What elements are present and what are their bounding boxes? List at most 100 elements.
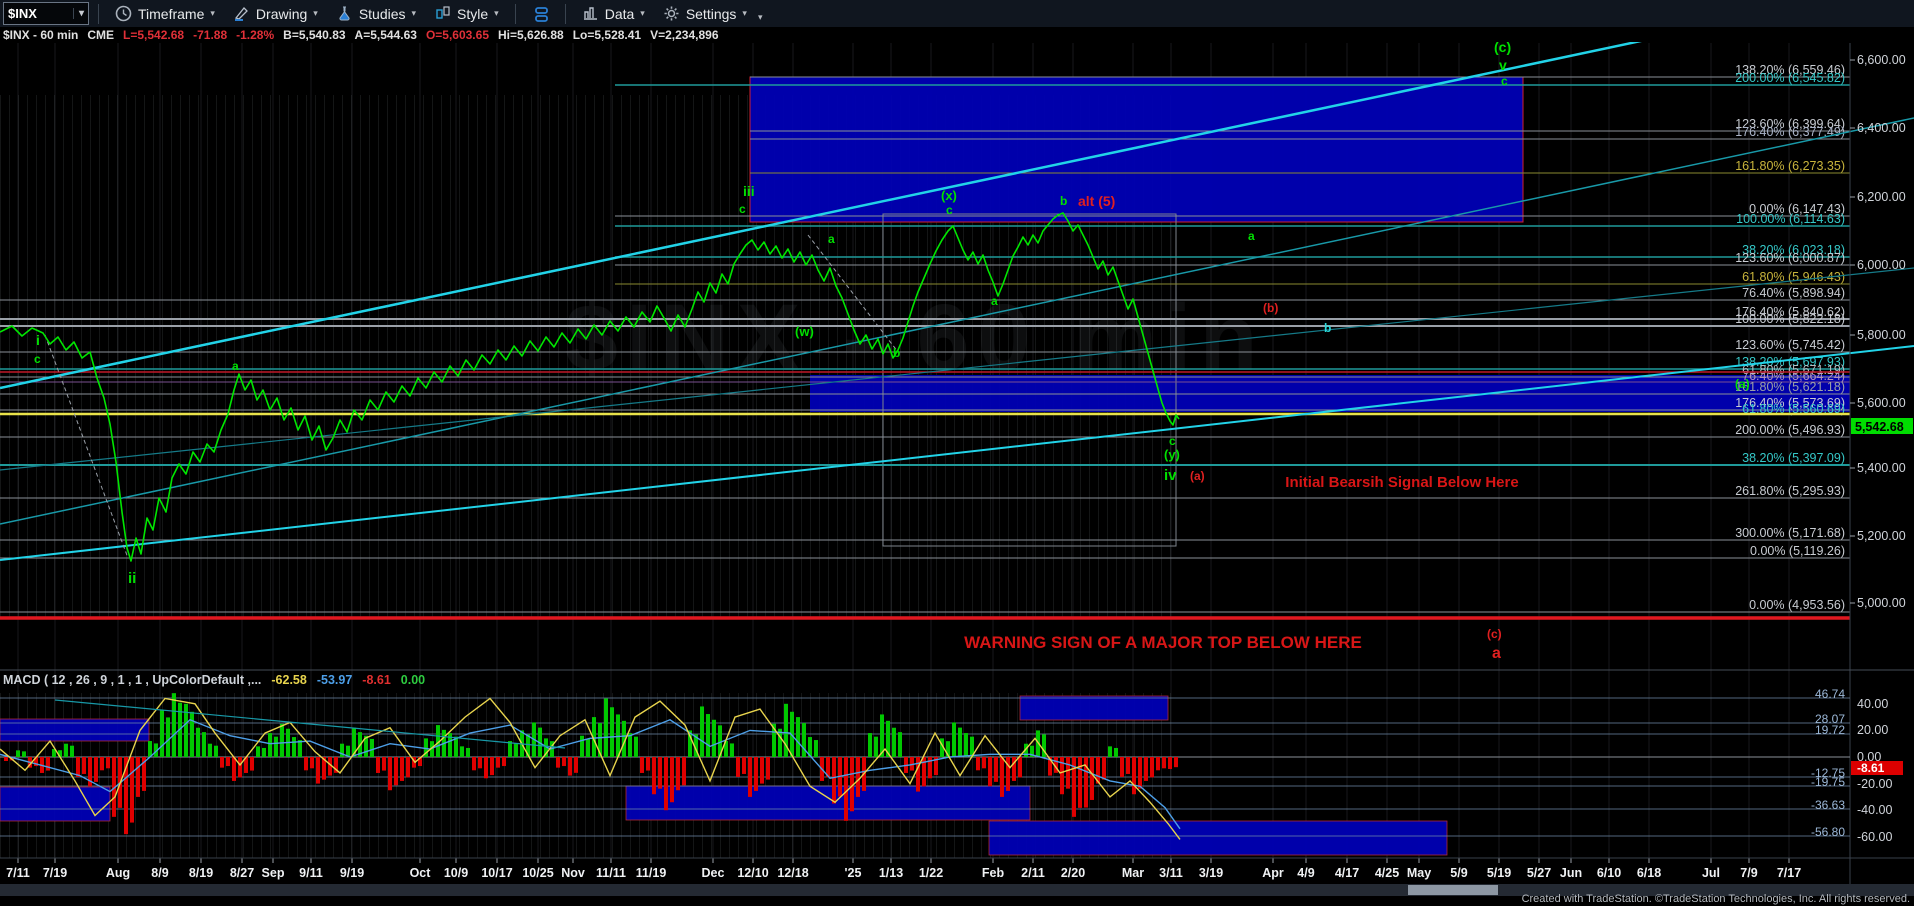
macd-histogram-bar bbox=[208, 743, 212, 757]
symbol-input[interactable]: $INX ▾ bbox=[3, 2, 89, 25]
fib-label: 38.20% (5,397.09) bbox=[1742, 451, 1845, 465]
macd-histogram-bar bbox=[316, 757, 320, 784]
macd-histogram-bar bbox=[46, 757, 50, 771]
menu-timeframe[interactable]: Timeframe ▾ bbox=[108, 1, 222, 26]
chart-toolbar: $INX ▾ Timeframe ▾ Drawing ▾ Studies ▾ bbox=[0, 0, 1914, 28]
menu-drawing[interactable]: Drawing ▾ bbox=[226, 1, 325, 26]
fib-label: 61.80% (5,560.69) bbox=[1742, 402, 1845, 416]
layers-button[interactable] bbox=[525, 1, 556, 26]
horizontal-scrollbar[interactable] bbox=[0, 884, 1914, 896]
quote-change-pct: -1.28% bbox=[236, 27, 275, 42]
wave-label[interactable]: (a) bbox=[1190, 469, 1205, 483]
macd-highlight-box[interactable] bbox=[1019, 695, 1169, 721]
wave-label[interactable]: a bbox=[991, 294, 998, 308]
wave-label[interactable]: c bbox=[1501, 74, 1508, 88]
trendline[interactable] bbox=[0, 345, 1914, 561]
macd-histogram-bar bbox=[616, 714, 620, 757]
macd-level-label: -36.63 bbox=[1811, 798, 1845, 812]
menu-studies[interactable]: Studies ▾ bbox=[329, 1, 423, 26]
macd-histogram-bar bbox=[952, 722, 956, 757]
menu-style[interactable]: Style ▾ bbox=[427, 1, 506, 26]
wave-label[interactable]: i bbox=[36, 332, 40, 348]
macd-histogram-bar bbox=[730, 743, 734, 757]
wave-label[interactable]: (c) bbox=[1494, 39, 1511, 55]
date-label: 12/10 bbox=[737, 866, 768, 880]
wave-label[interactable]: c bbox=[739, 202, 746, 216]
macd-histogram-bar bbox=[982, 757, 986, 769]
trendline[interactable] bbox=[0, 117, 1914, 525]
dashed-trendline[interactable] bbox=[807, 234, 899, 353]
macd-histogram-bar bbox=[628, 733, 632, 757]
wave-label[interactable]: (w) bbox=[795, 324, 814, 339]
macd-histogram-bar bbox=[388, 757, 392, 791]
macd-histogram-bar bbox=[784, 703, 788, 757]
date-label: May bbox=[1407, 866, 1431, 880]
wave-label[interactable]: ii bbox=[128, 570, 136, 587]
macd-histogram-bar bbox=[142, 757, 146, 791]
menu-label: Timeframe bbox=[138, 5, 205, 22]
macd-histogram-bar bbox=[700, 706, 704, 757]
wave-label[interactable]: alt (5) bbox=[1078, 193, 1115, 209]
chevron-down-icon[interactable]: ▾ bbox=[757, 12, 763, 22]
fib-label: 123.60% (6,399.64) bbox=[1735, 117, 1845, 131]
macd-histogram-bar bbox=[172, 693, 176, 757]
macd-trendline[interactable] bbox=[54, 699, 566, 749]
upper-target-box[interactable] bbox=[749, 76, 1524, 223]
quote-bid: B=5,540.83 bbox=[283, 27, 346, 42]
date-label: 6/18 bbox=[1637, 866, 1661, 880]
wave-label[interactable]: b bbox=[1060, 194, 1067, 208]
macd-histogram-bar bbox=[1114, 747, 1118, 757]
fib-label: 100.00% (6,114.63) bbox=[1736, 212, 1845, 226]
wave-label[interactable]: (c) bbox=[1487, 627, 1502, 641]
wave-label[interactable]: a bbox=[232, 359, 239, 373]
macd-histogram-bar bbox=[568, 757, 572, 776]
wave-label[interactable]: a bbox=[1248, 229, 1255, 243]
macd-histogram-bar bbox=[712, 719, 716, 757]
date-label: 8/19 bbox=[189, 866, 213, 880]
menu-settings[interactable]: Settings ▾ bbox=[656, 1, 754, 26]
macd-highlight-box[interactable] bbox=[988, 820, 1448, 856]
macd-highlight-box[interactable] bbox=[0, 786, 111, 822]
macd-histogram-bar bbox=[760, 757, 764, 784]
wave-label[interactable]: c bbox=[946, 203, 953, 217]
chevron-down-icon[interactable]: ▾ bbox=[72, 8, 84, 19]
date-label: 8/9 bbox=[151, 866, 168, 880]
macd-study-header[interactable]: MACD ( 12 , 26 , 9 , 1 , 1 , UpColorDefa… bbox=[3, 673, 425, 687]
macd-histogram-bar bbox=[460, 746, 464, 757]
wave-label[interactable]: (x) bbox=[941, 188, 957, 203]
scrollbar-thumb[interactable] bbox=[1408, 885, 1498, 895]
wave-label[interactable]: b bbox=[893, 346, 900, 360]
retracement-grid-box[interactable] bbox=[882, 213, 1177, 547]
trendline[interactable] bbox=[0, 36, 1656, 390]
wave-label[interactable]: a bbox=[828, 232, 835, 246]
wave-label[interactable]: c bbox=[34, 352, 41, 366]
menu-data[interactable]: Data ▾ bbox=[575, 1, 652, 26]
fib-label: 176.40% (5,573.69) bbox=[1735, 396, 1845, 410]
quote-exchange: CME bbox=[87, 27, 115, 42]
wave-label[interactable]: iii bbox=[743, 183, 755, 199]
fib-label: 176.40% (6,377.49) bbox=[1735, 125, 1845, 139]
wave-label[interactable]: (b) bbox=[1263, 301, 1278, 315]
wave-label[interactable]: (y) bbox=[1164, 447, 1180, 462]
quote-change: -71.88 bbox=[193, 27, 228, 42]
wave-label[interactable]: b bbox=[1324, 321, 1331, 335]
warning-text[interactable]: WARNING SIGN OF A MAJOR TOP BELOW HERE bbox=[964, 633, 1362, 652]
price-axis-label: 6,600.00 bbox=[1857, 53, 1906, 67]
dashed-trendline[interactable] bbox=[44, 334, 129, 559]
wave-label[interactable]: c bbox=[1169, 434, 1176, 448]
macd-histogram-bar bbox=[478, 757, 482, 769]
macd-level-label: -12.75 bbox=[1811, 766, 1845, 780]
wave-label[interactable]: (a) bbox=[1735, 377, 1750, 391]
macd-axis-label: -40.00 bbox=[1857, 803, 1892, 817]
date-label: Mar bbox=[1122, 866, 1144, 880]
wave-label[interactable]: v bbox=[1499, 57, 1507, 73]
trendline[interactable] bbox=[0, 267, 1914, 471]
macd-highlight-box[interactable] bbox=[0, 718, 150, 742]
wave-label[interactable]: a bbox=[1492, 645, 1501, 662]
wave-label[interactable]: iv bbox=[1164, 467, 1177, 484]
bearish-signal-text[interactable]: Initial Bearsih Signal Below Here bbox=[1285, 474, 1518, 491]
macd-highlight-box[interactable] bbox=[625, 785, 1031, 821]
date-label: 9/19 bbox=[340, 866, 364, 880]
